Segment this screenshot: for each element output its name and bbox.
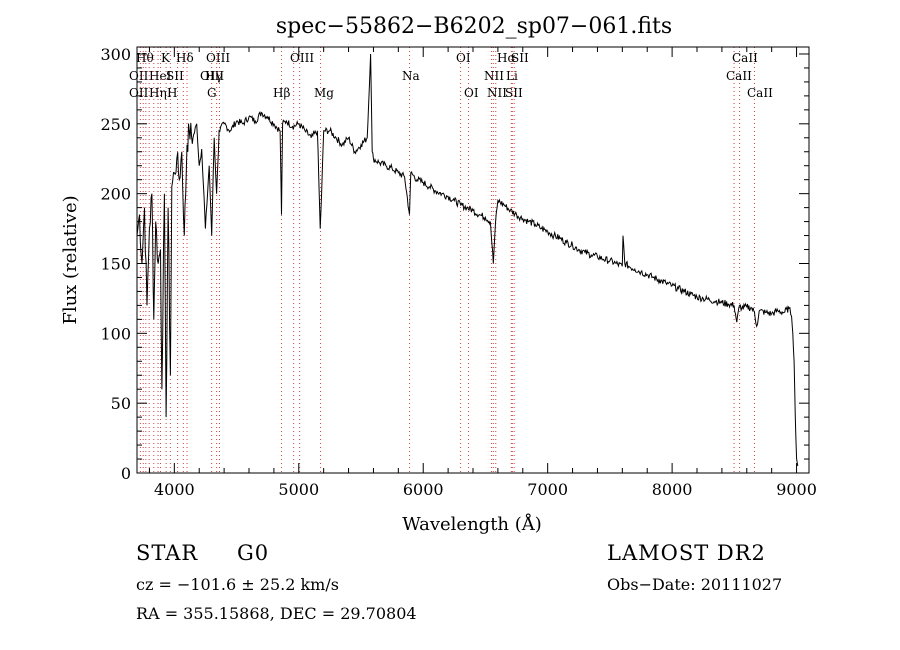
spectral-line-label: HeI [149, 69, 172, 83]
spectral-line-label: Na [402, 69, 420, 83]
subclass: G0 [237, 541, 270, 565]
spectral-line-label: OIII [200, 69, 224, 83]
spectrum-line [136, 53, 799, 467]
x-tick-label: 7000 [527, 480, 568, 499]
spectral-line-label: SII [505, 86, 523, 100]
spectral-line-label: G [207, 86, 217, 100]
y-tick-label: 150 [100, 254, 131, 273]
spectral-line-label: SII [166, 69, 184, 83]
spectral-line-label: OI [456, 51, 471, 65]
chart-title: spec−55862−B6202_sp07−061.fits [276, 14, 672, 39]
spectral-line-label: CaII [747, 86, 773, 100]
coordinates: RA = 355.15868, DEC = 29.70804 [136, 604, 417, 623]
spectral-line-label: Li [506, 69, 518, 83]
y-tick-label: 100 [100, 324, 131, 343]
redshift-text: cz = −101.6 ± 25.2 km/s [136, 575, 339, 594]
x-tick-label: 9000 [776, 480, 817, 499]
spectral-line-label: Hα [497, 51, 516, 65]
plot-frame [136, 46, 810, 474]
spectral-line-label: OIII [290, 51, 314, 65]
x-tick-label: 4000 [154, 480, 195, 499]
x-tick-label: 5000 [278, 480, 319, 499]
spectral-line-label: NII [484, 69, 504, 83]
y-tick-label: 300 [100, 45, 131, 64]
spectral-line-label: Mg [314, 86, 334, 100]
spectral-line-label: OI [464, 86, 479, 100]
spectral-line-label: OII [129, 69, 149, 83]
spectral-line-label: NII [487, 86, 507, 100]
object-type: STAR [136, 541, 199, 565]
y-tick-label: 200 [100, 185, 131, 204]
y-tick-label: 0 [121, 464, 131, 483]
spectral-line-label: OIII [206, 51, 230, 65]
emission-line-markers [139, 47, 755, 473]
spectral-line-label: Hθ [136, 51, 154, 65]
spectral-line-label: CaII [726, 69, 752, 83]
spectral-line-label: Hγ [205, 69, 223, 83]
x-axis: 4000 5000 6000 7000 8000 9000 [148, 47, 817, 499]
spectral-line-label: Hβ [273, 86, 290, 100]
spectral-line-label: CaII [732, 51, 758, 65]
spectral-line-label: Hδ [176, 51, 194, 65]
spectral-line-label: SII [511, 51, 529, 65]
survey-name: LAMOST DR2 [607, 541, 766, 565]
y-tick-label: 50 [111, 394, 131, 413]
x-tick-label: 6000 [403, 480, 444, 499]
spectral-line-label: H [167, 86, 177, 100]
x-tick-label: 8000 [652, 480, 693, 499]
y-axis-label: Flux (relative) [60, 195, 81, 324]
spectral-line-label: OII [129, 86, 149, 100]
y-axis: 0 50 100 150 200 250 300 [100, 45, 809, 483]
spectral-line-label: K [161, 51, 171, 65]
obs-date: Obs−Date: 20111027 [607, 575, 783, 594]
spectral-line-label: Hη [149, 86, 167, 100]
y-tick-label: 250 [100, 115, 131, 134]
x-axis-label: Wavelength (Å) [402, 513, 542, 535]
